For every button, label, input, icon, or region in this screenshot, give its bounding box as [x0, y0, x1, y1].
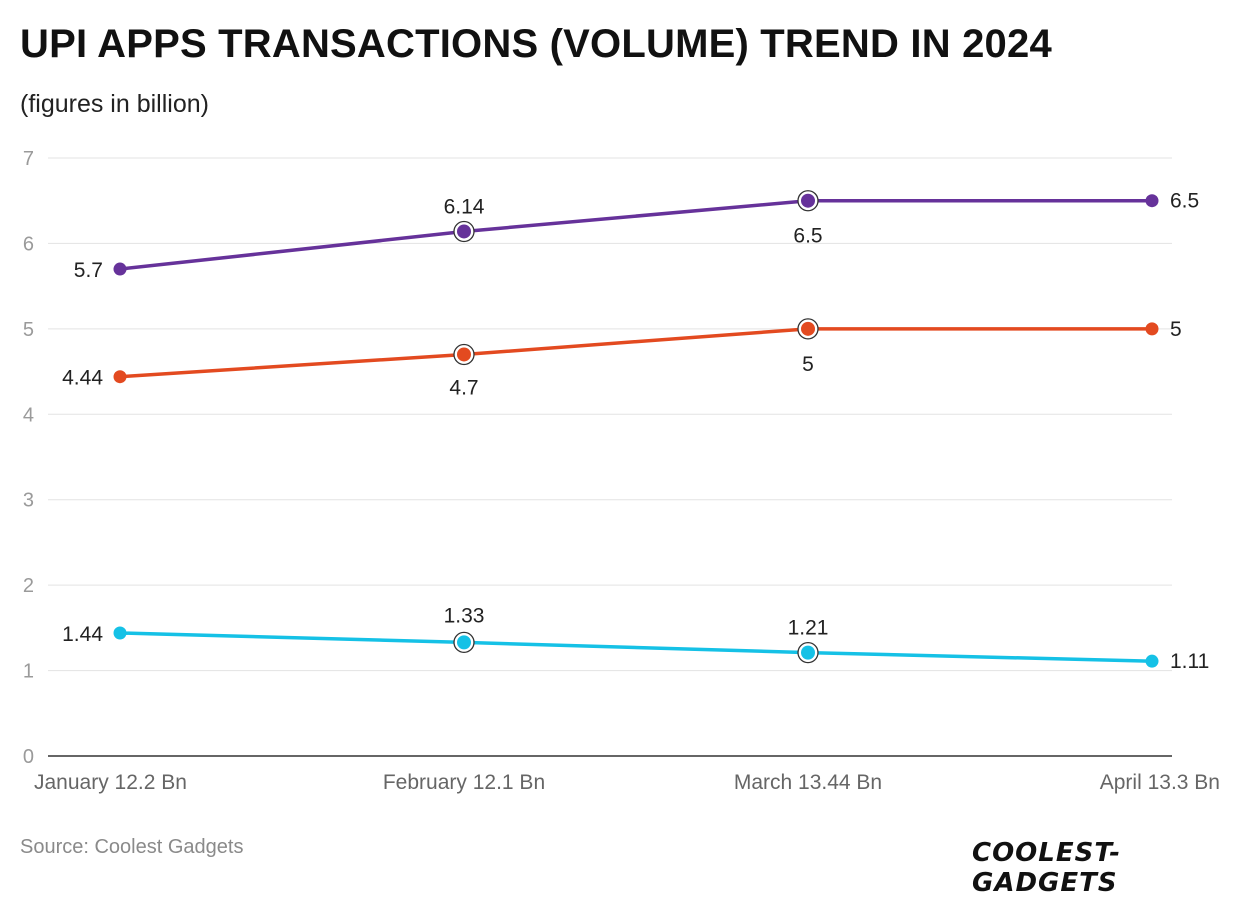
data-point: [801, 321, 815, 336]
data-label: 1.44: [62, 623, 103, 646]
data-point: [1145, 322, 1159, 336]
x-tick-label: February 12.1 Bn: [383, 771, 545, 794]
data-label: 6.5: [793, 225, 822, 248]
data-label: 4.7: [449, 376, 478, 399]
data-point: [457, 224, 471, 239]
brand-logo: COOLEST-GADGETS: [972, 838, 1122, 898]
data-label: 6.14: [444, 195, 485, 218]
data-label: 6.5: [1170, 190, 1199, 213]
data-point: [801, 193, 815, 208]
x-tick-label: April 13.3 Bn: [1100, 771, 1220, 794]
data-point: [457, 347, 471, 362]
data-point: [801, 645, 815, 660]
y-tick-label: 7: [23, 148, 34, 170]
data-point: [1145, 194, 1159, 208]
y-tick-label: 6: [23, 233, 34, 255]
data-label: 5.7: [74, 259, 103, 282]
x-tick-label: March 13.44 Bn: [734, 771, 882, 794]
y-tick-label: 4: [23, 404, 34, 426]
data-label: 1.11: [1170, 650, 1209, 673]
data-point: [1145, 654, 1159, 668]
data-point: [113, 262, 127, 276]
y-tick-label: 0: [23, 746, 34, 768]
data-label: 4.44: [62, 367, 103, 390]
y-tick-label: 1: [23, 661, 34, 683]
y-tick-label: 3: [23, 490, 34, 512]
data-point: [457, 635, 471, 650]
y-tick-label: 5: [23, 319, 34, 341]
line-chart: 0 1 2 3 4 5 6 7 January 12.2 Bn February 12.1 Bn M…: [23, 148, 1220, 794]
data-label: 5: [1170, 318, 1182, 341]
data-label: 1.33: [444, 604, 485, 627]
data-label: 1.21: [788, 617, 829, 640]
chart-title: UPI APPS TRANSACTIONS (VOLUME) TREND IN …: [20, 22, 1052, 66]
series-line: [119, 631, 1153, 663]
source-note: Source: Coolest Gadgets: [20, 836, 244, 858]
data-point: [113, 370, 127, 384]
y-tick-label: 2: [23, 575, 34, 597]
chart-subtitle: (figures in billion): [20, 90, 209, 118]
data-label: 5: [802, 353, 814, 376]
x-tick-label: January 12.2 Bn: [34, 771, 187, 794]
series-line: [119, 327, 1152, 379]
data-point: [113, 626, 127, 640]
series-line: [119, 198, 1152, 271]
